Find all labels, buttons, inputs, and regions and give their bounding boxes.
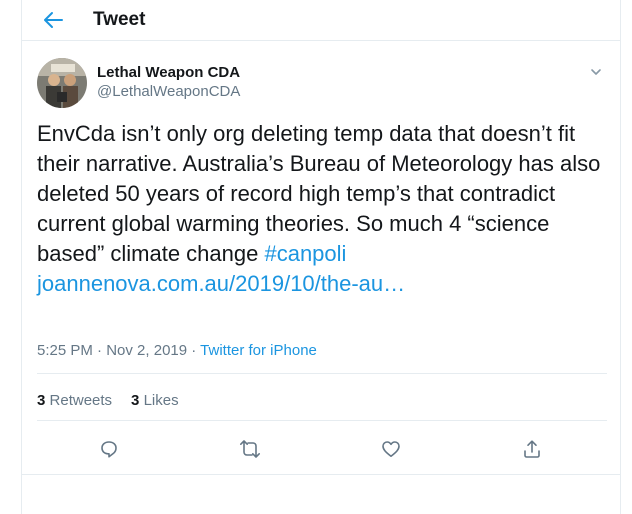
divider <box>37 373 607 374</box>
tweet-source-link[interactable]: Twitter for iPhone <box>200 342 317 359</box>
reply-button[interactable] <box>94 434 124 464</box>
tweet-time[interactable]: 5:25 PM <box>37 342 93 359</box>
likes-count: 3 <box>131 392 140 409</box>
heart-icon <box>382 441 400 457</box>
header-bar: Tweet <box>22 0 620 41</box>
arrow-left-icon <box>44 12 63 28</box>
share-icon <box>524 440 540 458</box>
author-name[interactable]: Lethal Weapon CDA <box>97 64 241 81</box>
tweet-body: EnvCda isn’t only org deleting temp data… <box>37 121 601 266</box>
likes-stat[interactable]: 3 Likes <box>131 392 179 409</box>
avatar[interactable] <box>37 58 87 108</box>
retweets-label: Retweets <box>49 392 113 409</box>
back-button[interactable] <box>39 9 67 31</box>
tweet-date[interactable]: Nov 2, 2019 <box>106 342 188 359</box>
share-button[interactable] <box>517 434 547 464</box>
tweet-stats: 3 Retweets 3 Likes <box>37 392 198 409</box>
retweet-icon <box>240 440 260 458</box>
url-link[interactable]: joannenova.com.au/2019/10/the-au… <box>37 271 406 296</box>
meta-separator: · <box>187 342 201 359</box>
meta-separator: · <box>92 342 107 359</box>
retweets-stat[interactable]: 3 Retweets <box>37 392 112 409</box>
tweet-text: EnvCda isn’t only org deleting temp data… <box>37 119 609 299</box>
more-options-button[interactable] <box>588 64 604 80</box>
retweets-count: 3 <box>37 392 46 409</box>
like-button[interactable] <box>376 434 406 464</box>
author-handle[interactable]: @LethalWeaponCDA <box>97 83 241 100</box>
tweet-actions <box>22 434 620 464</box>
retweet-button[interactable] <box>235 434 265 464</box>
hashtag-link[interactable]: #canpoli <box>264 241 347 266</box>
chevron-down-icon <box>591 69 601 75</box>
tweet-detail-column: Tweet Lethal Weapon CDA @LethalWeaponCDA… <box>21 0 621 514</box>
divider <box>37 420 607 421</box>
avatar-image <box>37 58 87 108</box>
likes-label: Likes <box>143 392 179 409</box>
tweet-meta: 5:25 PM · Nov 2, 2019 · Twitter for iPho… <box>37 342 317 359</box>
page-title: Tweet <box>93 9 146 30</box>
reply-icon <box>101 441 117 458</box>
divider <box>22 474 620 475</box>
